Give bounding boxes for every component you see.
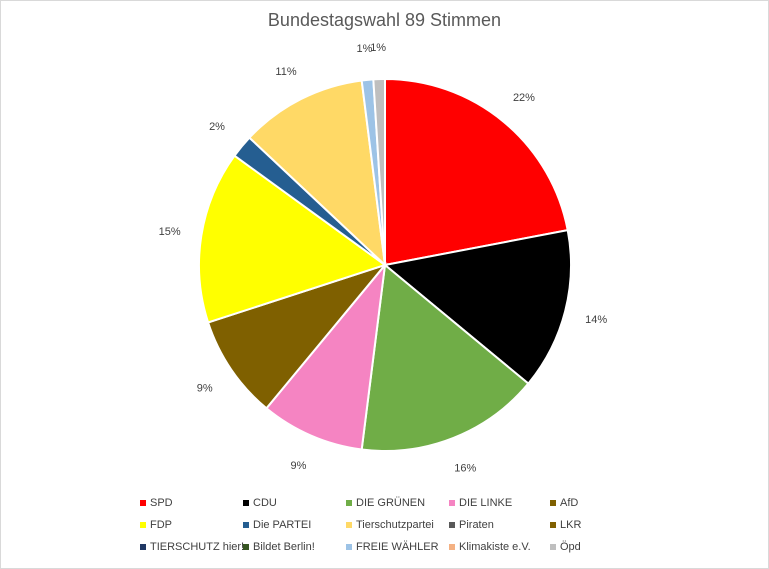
- legend-label: Bildet Berlin!: [253, 541, 315, 553]
- legend-label: FREIE WÄHLER: [356, 541, 439, 553]
- slice-data-label: 14%: [585, 314, 607, 326]
- slice-data-label: 22%: [513, 92, 535, 104]
- slice-data-label: 9%: [290, 460, 306, 472]
- slice-data-label: 1%: [357, 43, 373, 55]
- legend-item: LKR: [550, 518, 581, 532]
- legend-swatch: [243, 544, 249, 550]
- slice-data-label: 2%: [209, 121, 225, 133]
- legend-item: DIE GRÜNEN: [346, 496, 425, 510]
- legend-swatch: [550, 500, 556, 506]
- legend-item: TIERSCHUTZ hier!: [140, 540, 244, 554]
- legend-label: LKR: [560, 519, 582, 531]
- legend-swatch: [449, 544, 455, 550]
- legend-swatch: [550, 522, 556, 528]
- chart-title: Bundestagswahl 89 Stimmen: [267, 10, 502, 30]
- legend-label: AfD: [560, 497, 579, 509]
- legend-item: FDP: [140, 518, 172, 532]
- legend-label: Piraten: [459, 519, 494, 531]
- legend-item: SPD: [140, 496, 173, 510]
- pie-slice: [384, 77, 569, 267]
- slice-data-label: 9%: [197, 383, 213, 395]
- legend-label: Die PARTEI: [253, 519, 312, 531]
- pie-slice: [247, 79, 387, 268]
- pie-slice: [265, 261, 387, 451]
- legend-swatch: [346, 522, 352, 528]
- slice-data-label: 16%: [454, 463, 476, 475]
- slice-data-label: 11%: [275, 66, 296, 78]
- legend-swatch: [346, 500, 352, 506]
- legend-swatch: [140, 522, 146, 528]
- legend-item: Klimakiste e.V.: [449, 540, 531, 554]
- legend-label: CDU: [253, 497, 277, 509]
- legend-label: DIE GRÜNEN: [356, 497, 426, 509]
- legend-label: Klimakiste e.V.: [459, 541, 531, 553]
- pie-slice: [372, 77, 386, 266]
- legend-swatch: [550, 544, 556, 550]
- slice-data-label: 15%: [159, 226, 181, 238]
- legend-item: Piraten: [449, 518, 494, 532]
- pie-slice: [382, 228, 572, 385]
- legend-item: AfD: [550, 496, 578, 510]
- legend-item: Die PARTEI: [243, 518, 311, 532]
- legend-item: Öpd: [550, 540, 581, 554]
- legend-swatch: [140, 500, 146, 506]
- legend-item: Tierschutzpartei: [346, 518, 434, 532]
- legend-item: FREIE WÄHLER: [346, 540, 439, 554]
- legend-label: FDP: [150, 519, 172, 531]
- legend-label: Tierschutzpartei: [356, 519, 434, 531]
- legend-swatch: [449, 522, 455, 528]
- legend-label: DIE LINKE: [459, 497, 513, 509]
- legend-swatch: [243, 522, 249, 528]
- legend-item: CDU: [243, 496, 277, 510]
- legend-label: SPD: [150, 497, 173, 509]
- legend-swatch: [449, 500, 455, 506]
- legend-swatch: [140, 544, 146, 550]
- legend-swatch: [243, 500, 249, 506]
- legend-item: Bildet Berlin!: [243, 540, 315, 554]
- slice-data-label: 1%: [370, 42, 386, 54]
- legend-label: TIERSCHUTZ hier!: [150, 541, 245, 553]
- pie-slice: [198, 154, 388, 324]
- legend-label: Öpd: [560, 541, 581, 553]
- pie-slice: [360, 263, 530, 452]
- pie-slice: [206, 262, 388, 410]
- legend-swatch: [346, 544, 352, 550]
- legend-item: DIE LINKE: [449, 496, 512, 510]
